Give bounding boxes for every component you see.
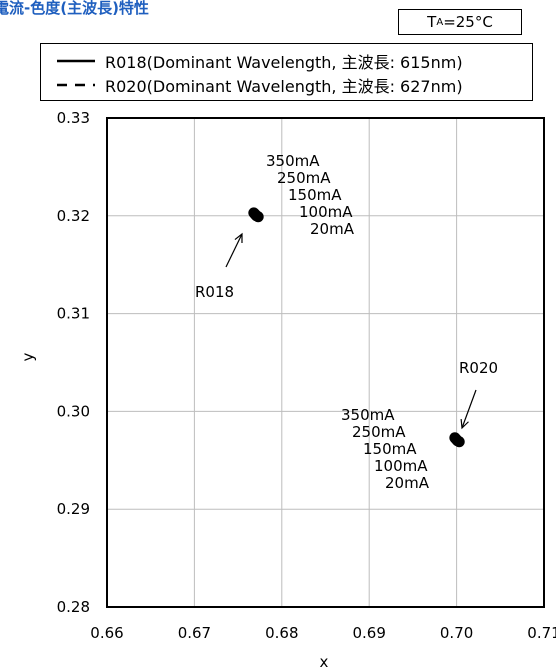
y-axis-label: y xyxy=(19,352,37,361)
y-tick-label: 0.29 xyxy=(57,500,90,518)
ambient-subscript: A xyxy=(436,16,444,28)
x-tick-label: 0.70 xyxy=(440,624,473,642)
current-label-r018: 150mA xyxy=(288,186,342,204)
y-tick-label: 0.31 xyxy=(57,305,90,323)
legend-item-r018: R018(Dominant Wavelength, 主波長: 615nm) xyxy=(57,51,463,72)
arrow-r020 xyxy=(461,389,477,429)
ambient-symbol: T xyxy=(427,13,437,31)
y-tick-label: 0.32 xyxy=(57,207,90,225)
x-tick-label: 0.69 xyxy=(352,624,385,642)
legend: R018(Dominant Wavelength, 主波長: 615nm) R0… xyxy=(40,43,533,101)
series-line-r018 xyxy=(252,211,259,219)
plot-frame xyxy=(106,117,545,608)
current-label-r020: 150mA xyxy=(363,440,417,458)
x-tick-label: 0.68 xyxy=(265,624,298,642)
page-title: 電流-色度(主波長)特性 xyxy=(0,0,149,17)
current-label-r020: 350mA xyxy=(341,406,395,424)
current-label-r018: 350mA xyxy=(266,152,320,170)
y-tick-label: 0.28 xyxy=(57,598,90,616)
legend-label-r018: R018(Dominant Wavelength, 主波長: 615nm) xyxy=(105,53,463,72)
current-label-r018: 250mA xyxy=(277,169,331,187)
legend-dashed-line-icon xyxy=(57,83,95,87)
arrowhead-r020 xyxy=(460,418,469,430)
current-label-r018: 100mA xyxy=(299,203,353,221)
current-label-r018: 20mA xyxy=(310,220,355,238)
x-tick-label: 0.66 xyxy=(90,624,123,642)
series-line-r020 xyxy=(453,436,460,444)
series-tag-r020: R020 xyxy=(459,359,498,377)
legend-label-r020: R020(Dominant Wavelength, 主波長: 627nm) xyxy=(105,77,463,96)
x-axis-label: x xyxy=(320,653,329,671)
x-tick-label: 0.71 xyxy=(527,624,556,642)
current-label-r020: 100mA xyxy=(374,457,428,475)
x-tick-label: 0.67 xyxy=(178,624,211,642)
ambient-value: =25°C xyxy=(443,13,493,31)
current-label-r020: 250mA xyxy=(352,423,406,441)
y-tick-label: 0.33 xyxy=(57,109,90,127)
arrowhead-r018 xyxy=(234,232,243,244)
arrow-r018 xyxy=(225,233,243,268)
legend-solid-line-icon xyxy=(57,59,95,63)
y-tick-label: 0.30 xyxy=(57,402,90,420)
current-label-r020: 20mA xyxy=(385,474,430,492)
legend-item-r020: R020(Dominant Wavelength, 主波長: 627nm) xyxy=(57,75,463,96)
series-tag-r018: R018 xyxy=(195,283,234,301)
ambient-temperature-box: T A =25°C xyxy=(398,9,522,35)
